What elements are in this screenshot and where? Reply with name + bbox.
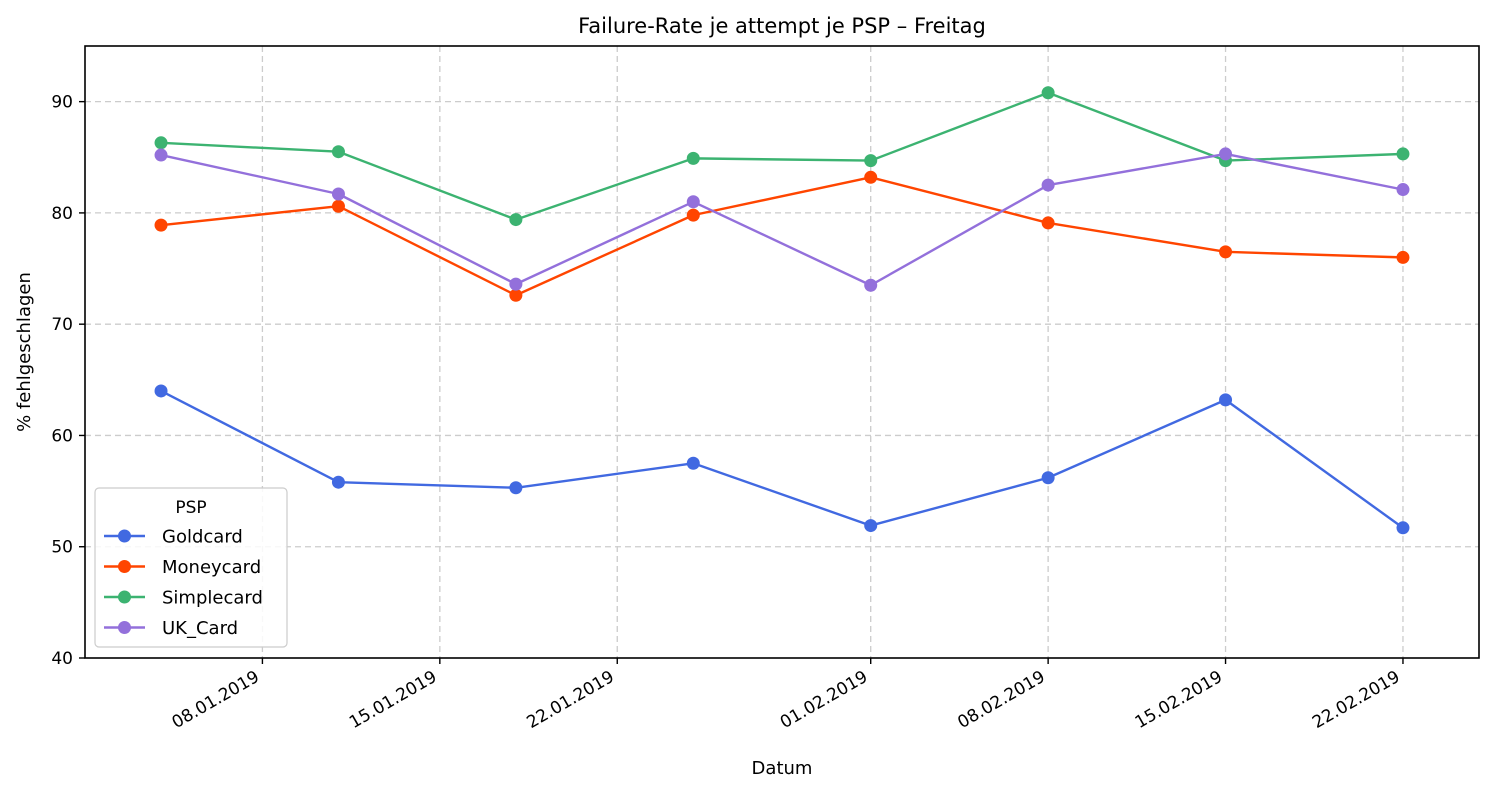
data-point [331, 187, 345, 201]
x-tick-label: 08.01.2019 [169, 667, 263, 733]
data-point [509, 213, 523, 227]
y-tick-label: 70 [51, 315, 73, 335]
y-axis: 40 50 60 70 80 90 [51, 93, 85, 669]
x-tick-label: 22.02.2019 [1309, 667, 1403, 733]
x-tick-label: 22.01.2019 [523, 667, 617, 733]
data-point [864, 154, 878, 168]
data-point [1219, 245, 1233, 259]
y-axis-label: % fehlgeschlagen [14, 272, 35, 432]
y-tick-label: 90 [51, 93, 73, 113]
y-tick-label: 40 [51, 649, 73, 669]
legend-label: Goldcard [162, 527, 243, 548]
x-tick-label: 15.02.2019 [1132, 667, 1226, 733]
data-point [1219, 393, 1233, 407]
data-point [509, 481, 523, 495]
data-point [1041, 216, 1055, 230]
data-point [331, 199, 345, 213]
data-point [1396, 183, 1410, 197]
data-point [686, 151, 700, 165]
legend-label: UK_Card [162, 618, 238, 639]
x-axis-label: Datum [752, 758, 813, 779]
series-moneycard [154, 170, 1410, 302]
data-point [1219, 147, 1233, 161]
chart-title: Failure-Rate je attempt je PSP – Freitag [578, 14, 986, 38]
x-tick-label: 15.01.2019 [346, 667, 440, 733]
series-line [160, 176, 1404, 297]
series-simplecard [154, 86, 1410, 227]
legend: PSP Goldcard Moneycard Simplecard UK_Card [94, 487, 288, 648]
data-point [154, 218, 168, 232]
legend-label: Simplecard [162, 588, 263, 609]
series-line [160, 389, 1404, 529]
data-point [1396, 147, 1410, 161]
legend-item: Moneycard [104, 557, 261, 578]
legend-marker [118, 560, 131, 573]
legend-label: Moneycard [162, 557, 261, 578]
y-tick-label: 60 [51, 426, 73, 446]
y-tick-label: 50 [51, 538, 73, 558]
data-point [686, 195, 700, 209]
data-point [864, 519, 878, 533]
legend-item: UK_Card [104, 618, 238, 639]
data-point [509, 277, 523, 291]
data-point [686, 208, 700, 222]
data-point [154, 136, 168, 150]
data-point [686, 456, 700, 470]
data-point [154, 148, 168, 162]
x-tick-label: 01.02.2019 [777, 667, 871, 733]
data-point [331, 475, 345, 489]
legend-marker [118, 590, 131, 604]
legend-item: Simplecard [104, 588, 263, 609]
series-line [160, 152, 1404, 287]
legend-item: Goldcard [104, 527, 243, 548]
legend-marker [118, 621, 131, 634]
x-axis: 08.01.2019 15.01.2019 22.01.2019 01.02.2019… [169, 658, 1404, 733]
data-point [154, 384, 168, 398]
series-line [160, 91, 1404, 221]
legend-marker [118, 529, 131, 543]
grid [85, 46, 1479, 658]
legend-box [94, 487, 288, 648]
plot-frame [84, 45, 1480, 659]
data-point [1396, 521, 1410, 535]
x-tick-label: 08.02.2019 [954, 667, 1048, 733]
data-point [1041, 86, 1055, 100]
data-point [864, 170, 878, 184]
series-layer [154, 86, 1410, 535]
legend-title: PSP [175, 498, 206, 518]
series-uk-card [154, 147, 1410, 292]
data-point [1041, 471, 1055, 485]
data-point [509, 288, 523, 302]
data-point [1041, 178, 1055, 192]
data-point [1396, 250, 1410, 264]
y-tick-label: 80 [51, 204, 73, 224]
data-point [331, 145, 345, 159]
series-goldcard [154, 384, 1410, 535]
data-point [864, 278, 878, 292]
